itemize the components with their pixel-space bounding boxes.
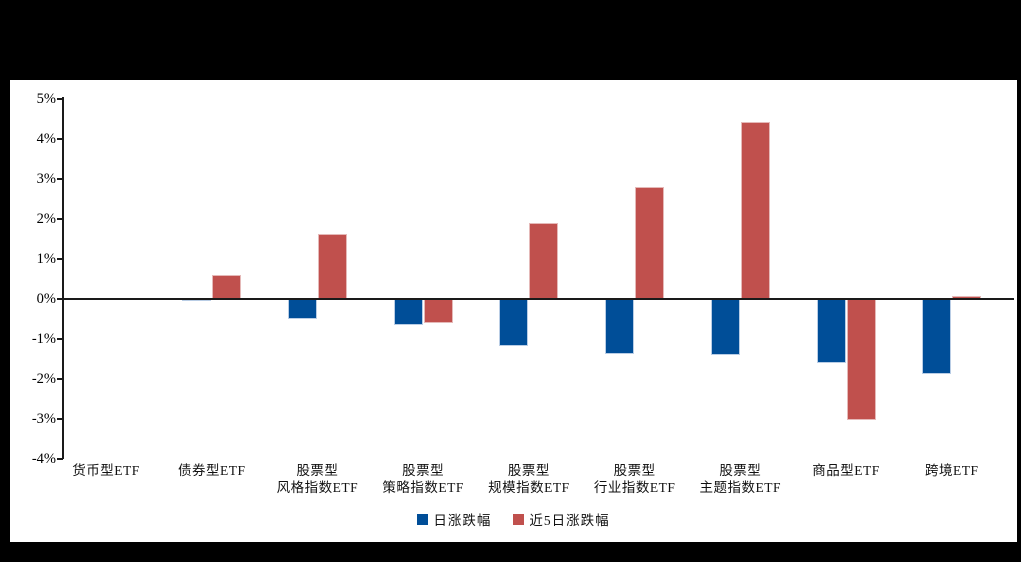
y-axis-tick-label: 4% <box>36 131 56 147</box>
category-label-line1: 股票型 <box>719 463 762 478</box>
x-axis-category-label: 债券型ETF <box>137 462 287 479</box>
y-axis-tick-label: 1% <box>36 251 56 267</box>
category-label-line1: 商品型ETF <box>812 463 880 478</box>
category-label-line2: 主题指数ETF <box>699 480 782 495</box>
y-axis-tick <box>57 338 63 340</box>
y-axis-tick <box>57 418 63 420</box>
legend-item-series0: 日涨跌幅 <box>417 509 491 529</box>
legend-label: 近5日涨跌幅 <box>529 513 610 528</box>
x-axis-category-label: 股票型行业指数ETF <box>560 462 710 496</box>
x-axis-category-label: 股票型策略指数ETF <box>348 462 498 496</box>
y-axis-tick <box>57 298 63 300</box>
y-axis-line <box>62 97 64 459</box>
legend-swatch-icon <box>417 513 429 525</box>
y-axis-tick <box>57 258 63 260</box>
x-axis-zero-line <box>62 298 1014 300</box>
bar-series1-cat2 <box>317 233 347 299</box>
category-label-line2: 行业指数ETF <box>593 480 676 495</box>
y-axis-tick-label: 2% <box>36 211 56 227</box>
category-label-line1: 股票型 <box>296 463 339 478</box>
plot-area <box>10 80 1017 542</box>
legend: 日涨跌幅 近5日涨跌幅 <box>10 509 1017 529</box>
category-label-line1: 债券型ETF <box>177 463 246 478</box>
y-axis-tick-label: 5% <box>36 91 56 107</box>
bar-series1-cat5 <box>635 187 665 299</box>
y-axis-tick-label: -2% <box>31 371 56 387</box>
bar-series1-cat1 <box>212 275 242 299</box>
bar-series1-cat6 <box>740 121 770 299</box>
x-axis-category-label: 跨境ETF <box>877 462 1021 479</box>
x-axis-category-label: 股票型风格指数ETF <box>242 462 392 496</box>
y-axis-tick <box>57 218 63 220</box>
bar-series0-cat5 <box>605 299 635 354</box>
y-axis-tick <box>57 98 63 100</box>
legend-item-series1: 近5日涨跌幅 <box>513 509 609 529</box>
bar-series0-cat6 <box>710 299 740 355</box>
category-label-line1: 货币型ETF <box>72 463 140 478</box>
x-axis-category-label: 股票型主题指数ETF <box>665 462 815 496</box>
legend-swatch-icon <box>513 513 525 525</box>
y-axis-tick-label: -4% <box>31 451 56 467</box>
bar-series0-cat7 <box>816 299 846 363</box>
y-axis-tick-label: -3% <box>31 411 56 427</box>
legend-label: 日涨跌幅 <box>433 513 492 528</box>
category-label-line1: 股票型 <box>507 463 550 478</box>
y-axis-tick <box>57 458 63 460</box>
category-label-line2: 风格指数ETF <box>276 480 359 495</box>
category-label-line1: 跨境ETF <box>924 463 979 478</box>
bar-series1-cat3 <box>423 299 453 323</box>
y-axis-tick-label: 0% <box>36 291 56 307</box>
x-axis-category-label: 货币型ETF <box>31 462 181 479</box>
category-label-line1: 股票型 <box>402 463 445 478</box>
bar-series1-cat7 <box>846 299 876 421</box>
chart-panel: 5% 4% 3% 2% 1% 0% -1% -2% -3% -4% 货币型ETF 债券型ETF 股票型… <box>10 80 1017 542</box>
category-label-line1: 股票型 <box>613 463 656 478</box>
bar-series0-cat8 <box>922 299 952 374</box>
bar-series1-cat4 <box>529 222 559 299</box>
y-axis-tick <box>57 378 63 380</box>
bar-series0-cat3 <box>393 299 423 325</box>
x-axis-category-label: 商品型ETF <box>771 462 921 479</box>
y-axis-tick <box>57 138 63 140</box>
x-axis-category-label: 股票型规模指数ETF <box>454 462 604 496</box>
y-axis-tick <box>57 178 63 180</box>
bar-series0-cat4 <box>499 299 529 347</box>
y-axis-tick-label: -1% <box>31 331 56 347</box>
y-axis-tick-label: 3% <box>36 171 56 187</box>
category-label-line2: 策略指数ETF <box>382 480 464 495</box>
bar-series0-cat2 <box>287 299 317 319</box>
category-label-line2: 规模指数ETF <box>488 480 570 495</box>
